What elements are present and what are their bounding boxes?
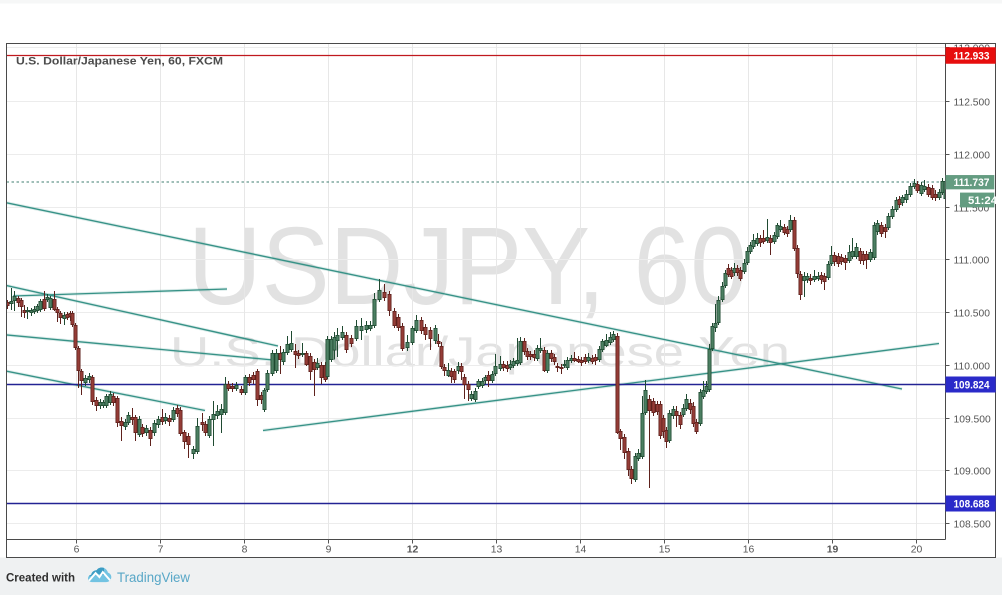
svg-text:109.824: 109.824	[954, 379, 991, 391]
svg-text:14: 14	[575, 545, 587, 556]
svg-text:51:24: 51:24	[968, 195, 998, 207]
svg-text:TradingView: TradingView	[117, 570, 190, 585]
svg-text:19: 19	[827, 545, 839, 556]
svg-text:6: 6	[74, 545, 80, 556]
svg-text:Created with: Created with	[6, 573, 75, 585]
svg-text:111.500: 111.500	[954, 203, 990, 214]
svg-text:8: 8	[242, 545, 248, 556]
svg-text:15: 15	[659, 545, 671, 556]
svg-text:111.000: 111.000	[954, 255, 990, 266]
svg-text:13: 13	[491, 545, 503, 556]
svg-text:112.933: 112.933	[954, 50, 990, 62]
svg-text:9: 9	[326, 545, 332, 556]
svg-text:110.500: 110.500	[954, 308, 991, 319]
svg-text:112.500: 112.500	[954, 97, 991, 108]
svg-text:112.000: 112.000	[954, 150, 991, 161]
svg-text:20: 20	[911, 545, 923, 556]
svg-text:USDJPY, 60: USDJPY, 60	[188, 205, 747, 328]
svg-text:16: 16	[743, 545, 755, 556]
svg-text:U.S. Dollar/Japanese Yen: U.S. Dollar/Japanese Yen	[170, 328, 790, 375]
svg-text:109.000: 109.000	[954, 466, 991, 477]
svg-text:108.688: 108.688	[954, 498, 990, 510]
svg-text:111.737: 111.737	[954, 177, 990, 189]
svg-text:110.000: 110.000	[954, 361, 991, 372]
svg-text:109.500: 109.500	[954, 414, 991, 425]
svg-text:7: 7	[158, 545, 164, 556]
svg-text:108.500: 108.500	[954, 519, 991, 530]
svg-text:U.S. Dollar/Japanese Yen, 60,: U.S. Dollar/Japanese Yen, 60, FXCM	[16, 56, 223, 68]
svg-text:12: 12	[407, 545, 419, 556]
